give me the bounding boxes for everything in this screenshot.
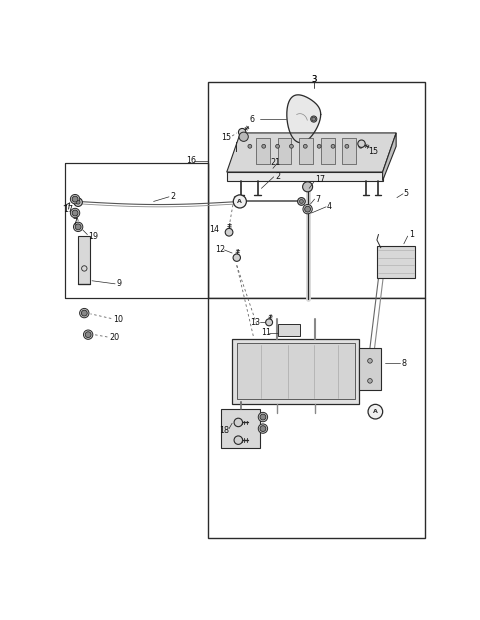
Circle shape [368, 358, 372, 363]
FancyBboxPatch shape [221, 409, 260, 448]
Text: 10: 10 [114, 315, 123, 324]
Text: 2: 2 [275, 172, 280, 180]
Text: 9: 9 [117, 280, 122, 288]
FancyBboxPatch shape [256, 138, 270, 164]
FancyBboxPatch shape [232, 339, 359, 404]
Circle shape [302, 182, 312, 192]
Circle shape [225, 228, 233, 236]
Text: 7: 7 [315, 195, 321, 203]
Circle shape [260, 414, 266, 420]
Text: 11: 11 [262, 328, 271, 337]
Text: A: A [373, 409, 378, 414]
Text: 12: 12 [215, 245, 225, 254]
Circle shape [312, 117, 316, 121]
Circle shape [258, 424, 268, 433]
FancyBboxPatch shape [78, 236, 90, 284]
Circle shape [239, 132, 248, 141]
FancyBboxPatch shape [207, 82, 425, 298]
Circle shape [345, 144, 349, 148]
Circle shape [265, 319, 273, 326]
Circle shape [233, 195, 246, 208]
Text: 1: 1 [409, 230, 414, 239]
Text: 13: 13 [250, 318, 260, 327]
Circle shape [74, 198, 83, 206]
Circle shape [73, 222, 83, 231]
Circle shape [289, 144, 293, 148]
Text: 19: 19 [88, 232, 98, 241]
Circle shape [359, 144, 363, 148]
Circle shape [76, 200, 80, 204]
Circle shape [72, 210, 78, 216]
Circle shape [311, 116, 317, 122]
Text: 15: 15 [221, 133, 231, 142]
Circle shape [368, 404, 383, 419]
Text: 17: 17 [63, 205, 73, 214]
FancyBboxPatch shape [278, 324, 300, 336]
FancyBboxPatch shape [342, 138, 356, 164]
Circle shape [233, 254, 240, 262]
FancyBboxPatch shape [377, 246, 415, 278]
Polygon shape [227, 172, 383, 180]
Circle shape [305, 206, 311, 212]
Circle shape [72, 196, 78, 202]
Text: 18: 18 [219, 426, 229, 435]
Text: 17: 17 [315, 175, 325, 184]
Circle shape [75, 224, 81, 230]
Circle shape [80, 308, 89, 318]
Circle shape [303, 144, 307, 148]
Circle shape [368, 379, 372, 383]
FancyBboxPatch shape [277, 138, 291, 164]
FancyBboxPatch shape [65, 163, 207, 298]
Text: 21: 21 [271, 159, 281, 167]
Polygon shape [383, 133, 396, 180]
Text: 5: 5 [404, 189, 409, 198]
Circle shape [84, 330, 93, 339]
Text: 8: 8 [402, 358, 407, 368]
FancyBboxPatch shape [321, 138, 335, 164]
Circle shape [239, 128, 246, 136]
Circle shape [358, 140, 365, 148]
Text: 16: 16 [186, 156, 196, 165]
Circle shape [258, 412, 268, 422]
Circle shape [300, 200, 303, 203]
Polygon shape [227, 133, 396, 172]
FancyBboxPatch shape [359, 348, 381, 390]
Circle shape [317, 144, 321, 148]
Text: 15: 15 [368, 147, 378, 156]
Circle shape [303, 205, 312, 214]
Polygon shape [287, 95, 321, 143]
Text: 3: 3 [311, 75, 316, 84]
Circle shape [85, 332, 91, 337]
Circle shape [71, 195, 80, 204]
FancyBboxPatch shape [237, 343, 355, 399]
Circle shape [234, 436, 242, 445]
Circle shape [298, 198, 305, 205]
Text: 3: 3 [311, 75, 316, 84]
Circle shape [71, 208, 80, 218]
Circle shape [82, 310, 87, 316]
Text: 14: 14 [209, 226, 219, 234]
Text: 20: 20 [109, 333, 119, 342]
Circle shape [260, 426, 266, 432]
Text: 6: 6 [250, 115, 255, 123]
Circle shape [262, 144, 265, 148]
Text: 4: 4 [327, 202, 332, 211]
Circle shape [276, 144, 279, 148]
FancyBboxPatch shape [299, 138, 313, 164]
Text: 7: 7 [73, 218, 78, 227]
Circle shape [248, 144, 252, 148]
Circle shape [331, 144, 335, 148]
Text: 2: 2 [170, 192, 176, 200]
FancyBboxPatch shape [207, 298, 425, 538]
Text: A: A [238, 199, 242, 204]
Circle shape [234, 418, 242, 427]
